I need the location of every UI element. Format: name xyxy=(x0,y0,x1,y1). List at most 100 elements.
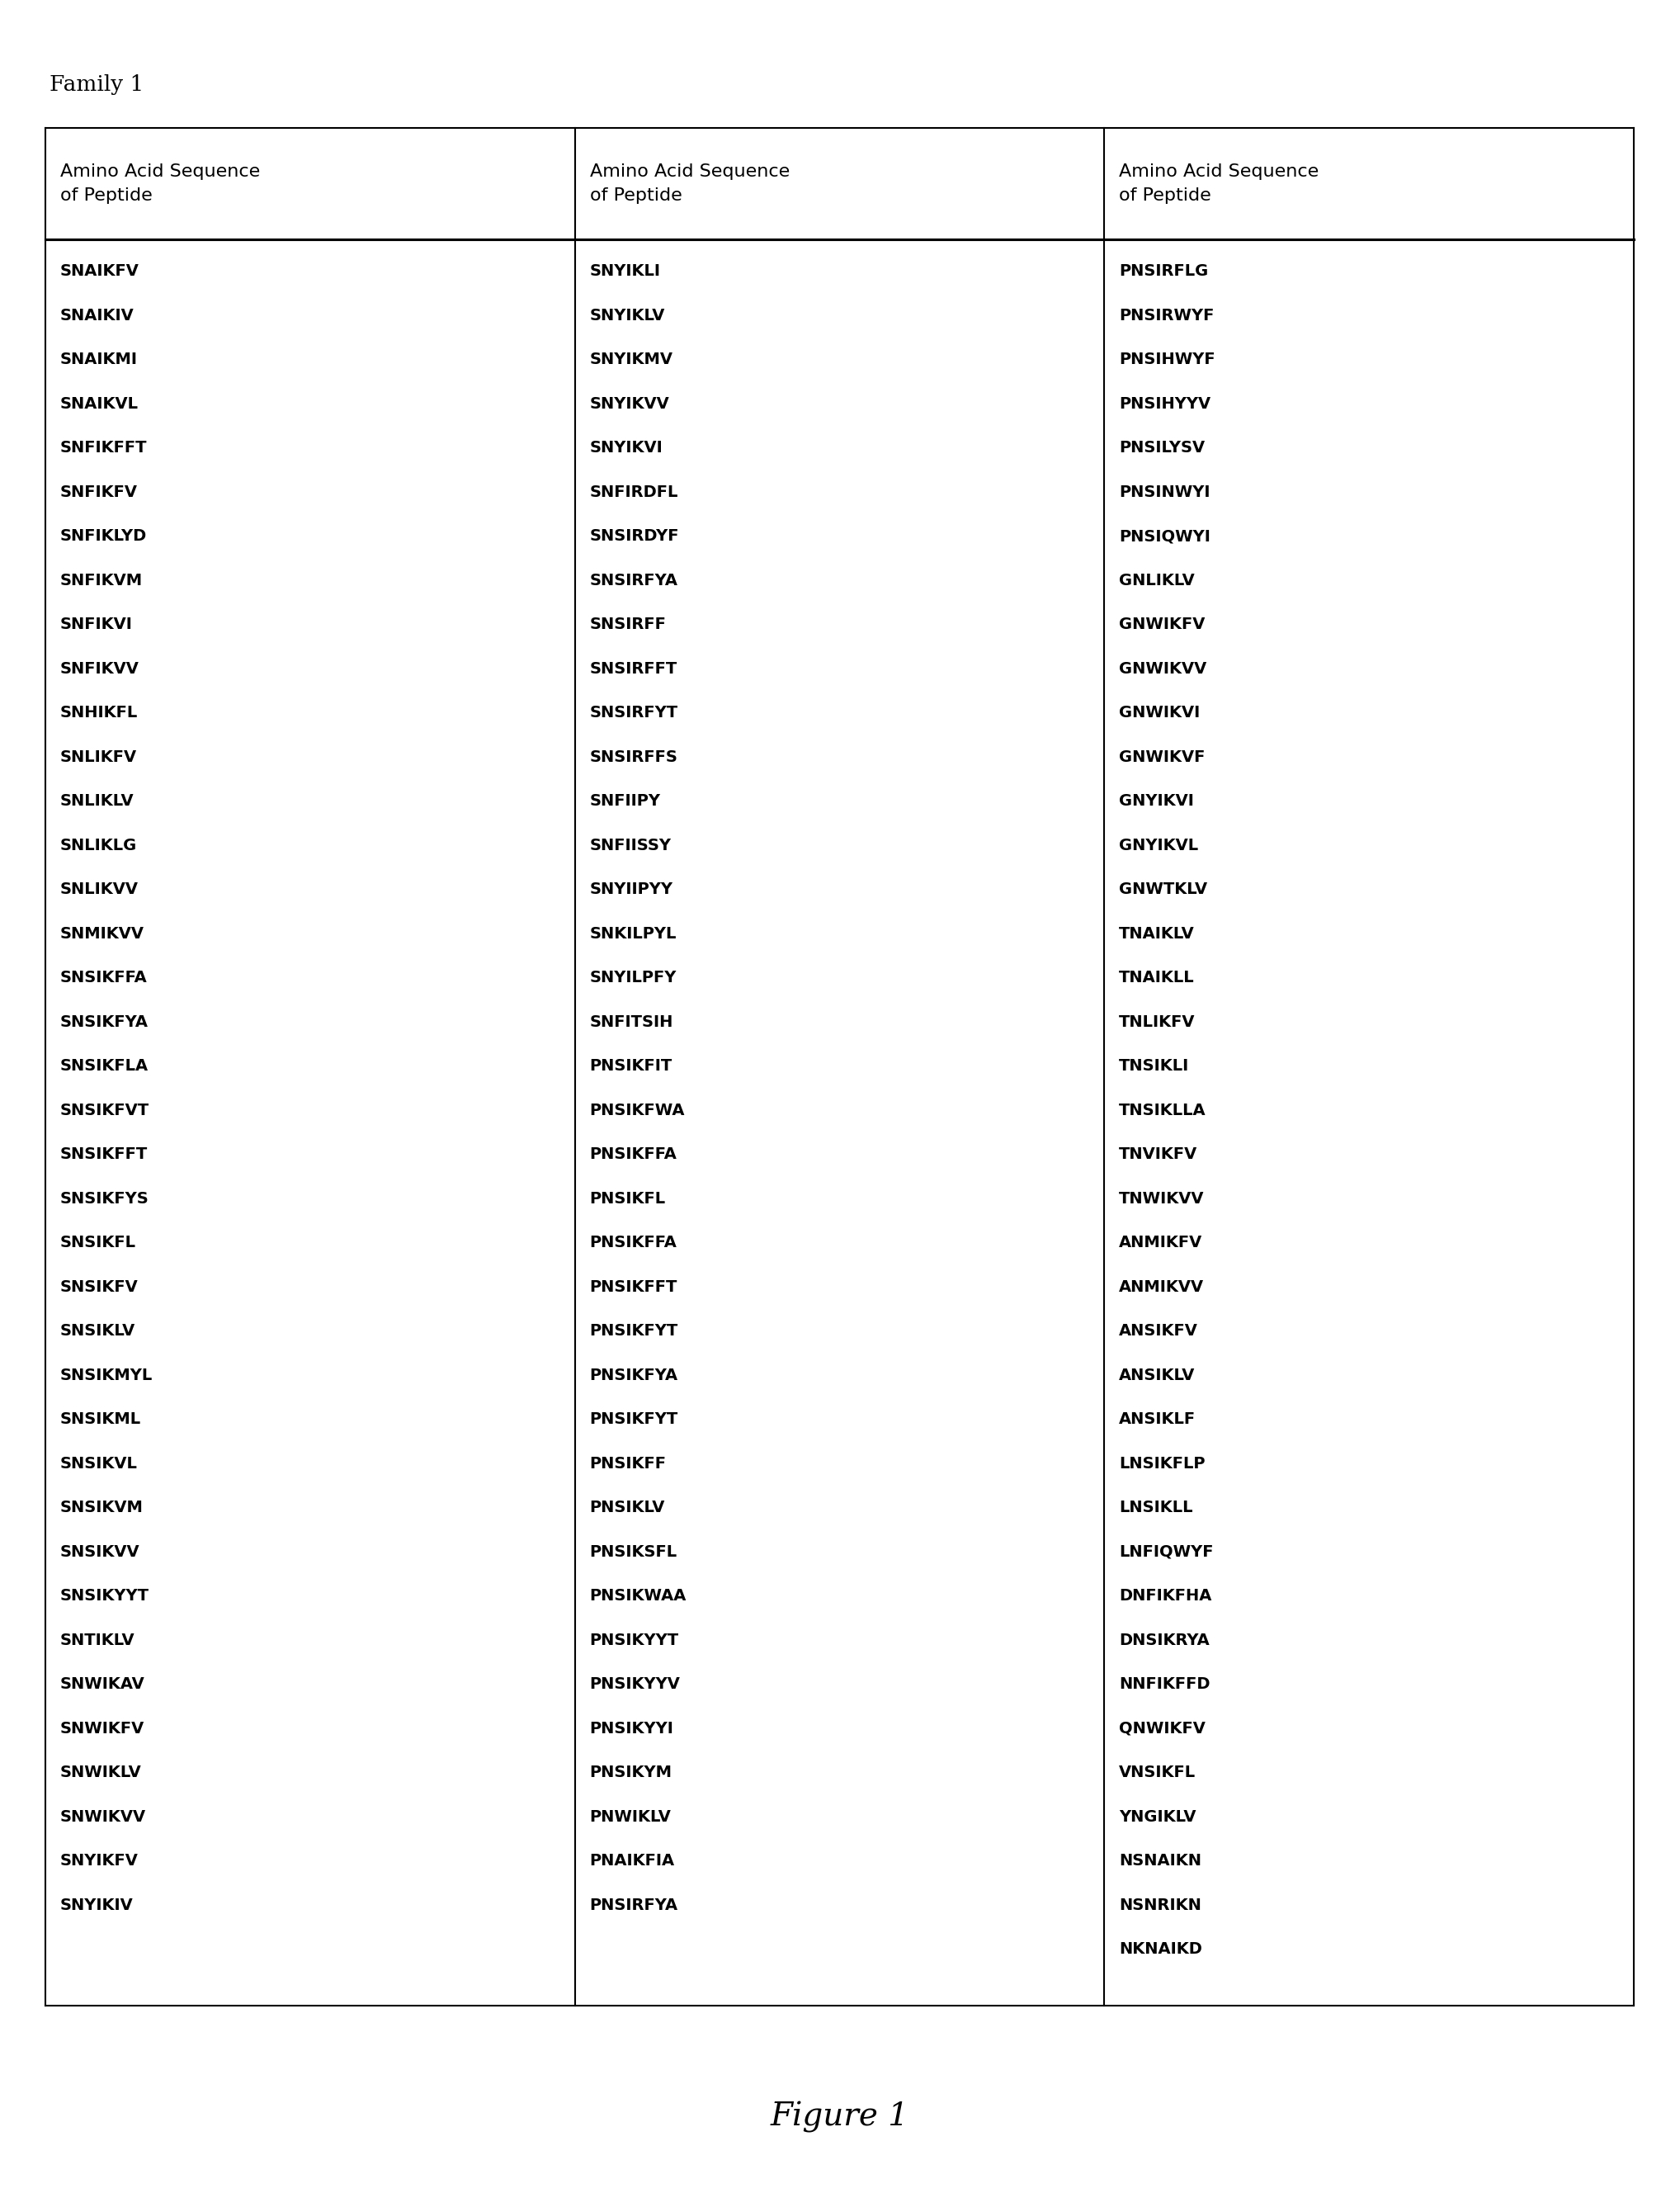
Text: PNSIKYYV: PNSIKYYV xyxy=(590,1675,680,1693)
Text: GNYIKVI: GNYIKVI xyxy=(1119,794,1194,809)
Text: PNSIHWYF: PNSIHWYF xyxy=(1119,351,1215,366)
Text: PNSIKSFL: PNSIKSFL xyxy=(590,1544,677,1559)
Text: PNSIRFYA: PNSIRFYA xyxy=(590,1897,679,1912)
Text: SNSIKFL: SNSIKFL xyxy=(60,1235,136,1250)
Text: NSNAIKN: NSNAIKN xyxy=(1119,1853,1201,1868)
Text: PNSIRFLG: PNSIRFLG xyxy=(1119,263,1208,279)
Text: PNSIKFF: PNSIKFF xyxy=(590,1456,667,1472)
Text: PNSIKFYA: PNSIKFYA xyxy=(590,1366,679,1384)
Text: TNVIKFV: TNVIKFV xyxy=(1119,1147,1198,1162)
Text: SNFIKVM: SNFIKVM xyxy=(60,572,143,588)
Text: ANSIKFV: ANSIKFV xyxy=(1119,1322,1198,1338)
Text: PNAIKFIA: PNAIKFIA xyxy=(590,1853,675,1868)
Text: PNSIKFYT: PNSIKFYT xyxy=(590,1412,679,1428)
Text: PNSIQWYI: PNSIQWYI xyxy=(1119,529,1211,544)
Text: ANMIKVV: ANMIKVV xyxy=(1119,1279,1205,1294)
Text: PNSIKLV: PNSIKLV xyxy=(590,1500,665,1515)
Text: SNYIKVV: SNYIKVV xyxy=(590,395,670,412)
Text: SNHIKFL: SNHIKFL xyxy=(60,704,138,721)
Text: SNTIKLV: SNTIKLV xyxy=(60,1632,134,1647)
Text: PNWIKLV: PNWIKLV xyxy=(590,1809,672,1825)
Text: LNSIKFLP: LNSIKFLP xyxy=(1119,1456,1206,1472)
Text: LNFIQWYF: LNFIQWYF xyxy=(1119,1544,1213,1559)
Text: SNSIRFYT: SNSIRFYT xyxy=(590,704,679,721)
Text: PNSIKFFA: PNSIKFFA xyxy=(590,1147,677,1162)
Text: SNSIKFFA: SNSIKFFA xyxy=(60,969,148,985)
Text: SNFIKVV: SNFIKVV xyxy=(60,660,139,675)
Text: SNLIKFV: SNLIKFV xyxy=(60,750,138,765)
Text: PNSIKFIT: PNSIKFIT xyxy=(590,1059,672,1075)
Text: PNSIKFFT: PNSIKFFT xyxy=(590,1279,677,1294)
Text: SNSIKFVT: SNSIKFVT xyxy=(60,1103,150,1118)
Text: SNYIKLI: SNYIKLI xyxy=(590,263,660,279)
Text: PNSIKFWA: PNSIKFWA xyxy=(590,1103,685,1118)
Text: SNFIKVI: SNFIKVI xyxy=(60,616,133,632)
Text: Amino Acid Sequence
of Peptide: Amino Acid Sequence of Peptide xyxy=(590,162,790,204)
Text: Amino Acid Sequence
of Peptide: Amino Acid Sequence of Peptide xyxy=(60,162,260,204)
Text: SNSIRDYF: SNSIRDYF xyxy=(590,529,679,544)
Text: NKNAIKD: NKNAIKD xyxy=(1119,1941,1203,1956)
Text: ANSIKLF: ANSIKLF xyxy=(1119,1412,1196,1428)
Text: SNWIKFV: SNWIKFV xyxy=(60,1722,144,1737)
Text: GNYIKVL: GNYIKVL xyxy=(1119,838,1198,853)
Text: SNSIRFFS: SNSIRFFS xyxy=(590,750,679,765)
Text: GNLIKLV: GNLIKLV xyxy=(1119,572,1194,588)
Text: SNSIKFV: SNSIKFV xyxy=(60,1279,138,1294)
Text: SNSIRFF: SNSIRFF xyxy=(590,616,667,632)
Text: GNWTKLV: GNWTKLV xyxy=(1119,882,1208,897)
Text: SNSIKFFT: SNSIKFFT xyxy=(60,1147,148,1162)
Text: PNSIKYM: PNSIKYM xyxy=(590,1765,672,1781)
Text: TNSIKLLA: TNSIKLLA xyxy=(1119,1103,1206,1118)
Text: ANSIKLV: ANSIKLV xyxy=(1119,1366,1196,1384)
Text: SNWIKLV: SNWIKLV xyxy=(60,1765,141,1781)
Text: SNFIKLYD: SNFIKLYD xyxy=(60,529,148,544)
Text: SNYIKFV: SNYIKFV xyxy=(60,1853,138,1868)
Text: PNSIKYYT: PNSIKYYT xyxy=(590,1632,679,1647)
Text: GNWIKVV: GNWIKVV xyxy=(1119,660,1206,675)
Text: TNWIKVV: TNWIKVV xyxy=(1119,1191,1205,1206)
Text: PNSIHYYV: PNSIHYYV xyxy=(1119,395,1211,412)
Text: SNYIIPYY: SNYIIPYY xyxy=(590,882,674,897)
Text: SNFIRDFL: SNFIRDFL xyxy=(590,485,679,500)
Text: TNAIKLV: TNAIKLV xyxy=(1119,925,1194,941)
Text: LNSIKLL: LNSIKLL xyxy=(1119,1500,1193,1515)
Text: Figure 1: Figure 1 xyxy=(771,2101,909,2134)
Text: DNSIKRYA: DNSIKRYA xyxy=(1119,1632,1210,1647)
Text: SNYIKLV: SNYIKLV xyxy=(590,307,665,322)
Text: PNSIKFFA: PNSIKFFA xyxy=(590,1235,677,1250)
Text: PNSILYSV: PNSILYSV xyxy=(1119,441,1205,456)
Text: PNSIKWAA: PNSIKWAA xyxy=(590,1588,687,1603)
Text: SNSIKMYL: SNSIKMYL xyxy=(60,1366,153,1384)
Text: PNSIKFL: PNSIKFL xyxy=(590,1191,665,1206)
Text: NSNRIKN: NSNRIKN xyxy=(1119,1897,1201,1912)
Text: Amino Acid Sequence
of Peptide: Amino Acid Sequence of Peptide xyxy=(1119,162,1319,204)
Text: SNAIKFV: SNAIKFV xyxy=(60,263,139,279)
Text: DNFIKFHA: DNFIKFHA xyxy=(1119,1588,1211,1603)
Text: SNSIKYYT: SNSIKYYT xyxy=(60,1588,150,1603)
Text: SNLIKLG: SNLIKLG xyxy=(60,838,138,853)
Text: SNSIKVL: SNSIKVL xyxy=(60,1456,138,1472)
Text: SNFITSIH: SNFITSIH xyxy=(590,1013,674,1031)
Text: SNYIKVI: SNYIKVI xyxy=(590,441,664,456)
Text: SNFIIPY: SNFIIPY xyxy=(590,794,660,809)
Text: SNWIKAV: SNWIKAV xyxy=(60,1675,144,1693)
Text: SNSIKVV: SNSIKVV xyxy=(60,1544,139,1559)
Text: SNAIKMI: SNAIKMI xyxy=(60,351,138,366)
Text: PNSIKYYI: PNSIKYYI xyxy=(590,1722,674,1737)
Text: PNSINWYI: PNSINWYI xyxy=(1119,485,1210,500)
Text: VNSIKFL: VNSIKFL xyxy=(1119,1765,1196,1781)
Text: SNSIRFFT: SNSIRFFT xyxy=(590,660,677,675)
Text: SNAIKVL: SNAIKVL xyxy=(60,395,139,412)
Text: GNWIKVF: GNWIKVF xyxy=(1119,750,1205,765)
Text: Family 1: Family 1 xyxy=(49,75,144,94)
Text: TNAIKLL: TNAIKLL xyxy=(1119,969,1194,985)
Text: SNYIKIV: SNYIKIV xyxy=(60,1897,133,1912)
Text: SNSIKVM: SNSIKVM xyxy=(60,1500,143,1515)
Text: NNFIKFFD: NNFIKFFD xyxy=(1119,1675,1210,1693)
Text: SNLIKLV: SNLIKLV xyxy=(60,794,134,809)
Text: SNSIKFLA: SNSIKFLA xyxy=(60,1059,148,1075)
Text: TNSIKLI: TNSIKLI xyxy=(1119,1059,1189,1075)
Text: SNFIKFV: SNFIKFV xyxy=(60,485,138,500)
Text: SNFIKFFT: SNFIKFFT xyxy=(60,441,148,456)
Text: QNWIKFV: QNWIKFV xyxy=(1119,1722,1206,1737)
